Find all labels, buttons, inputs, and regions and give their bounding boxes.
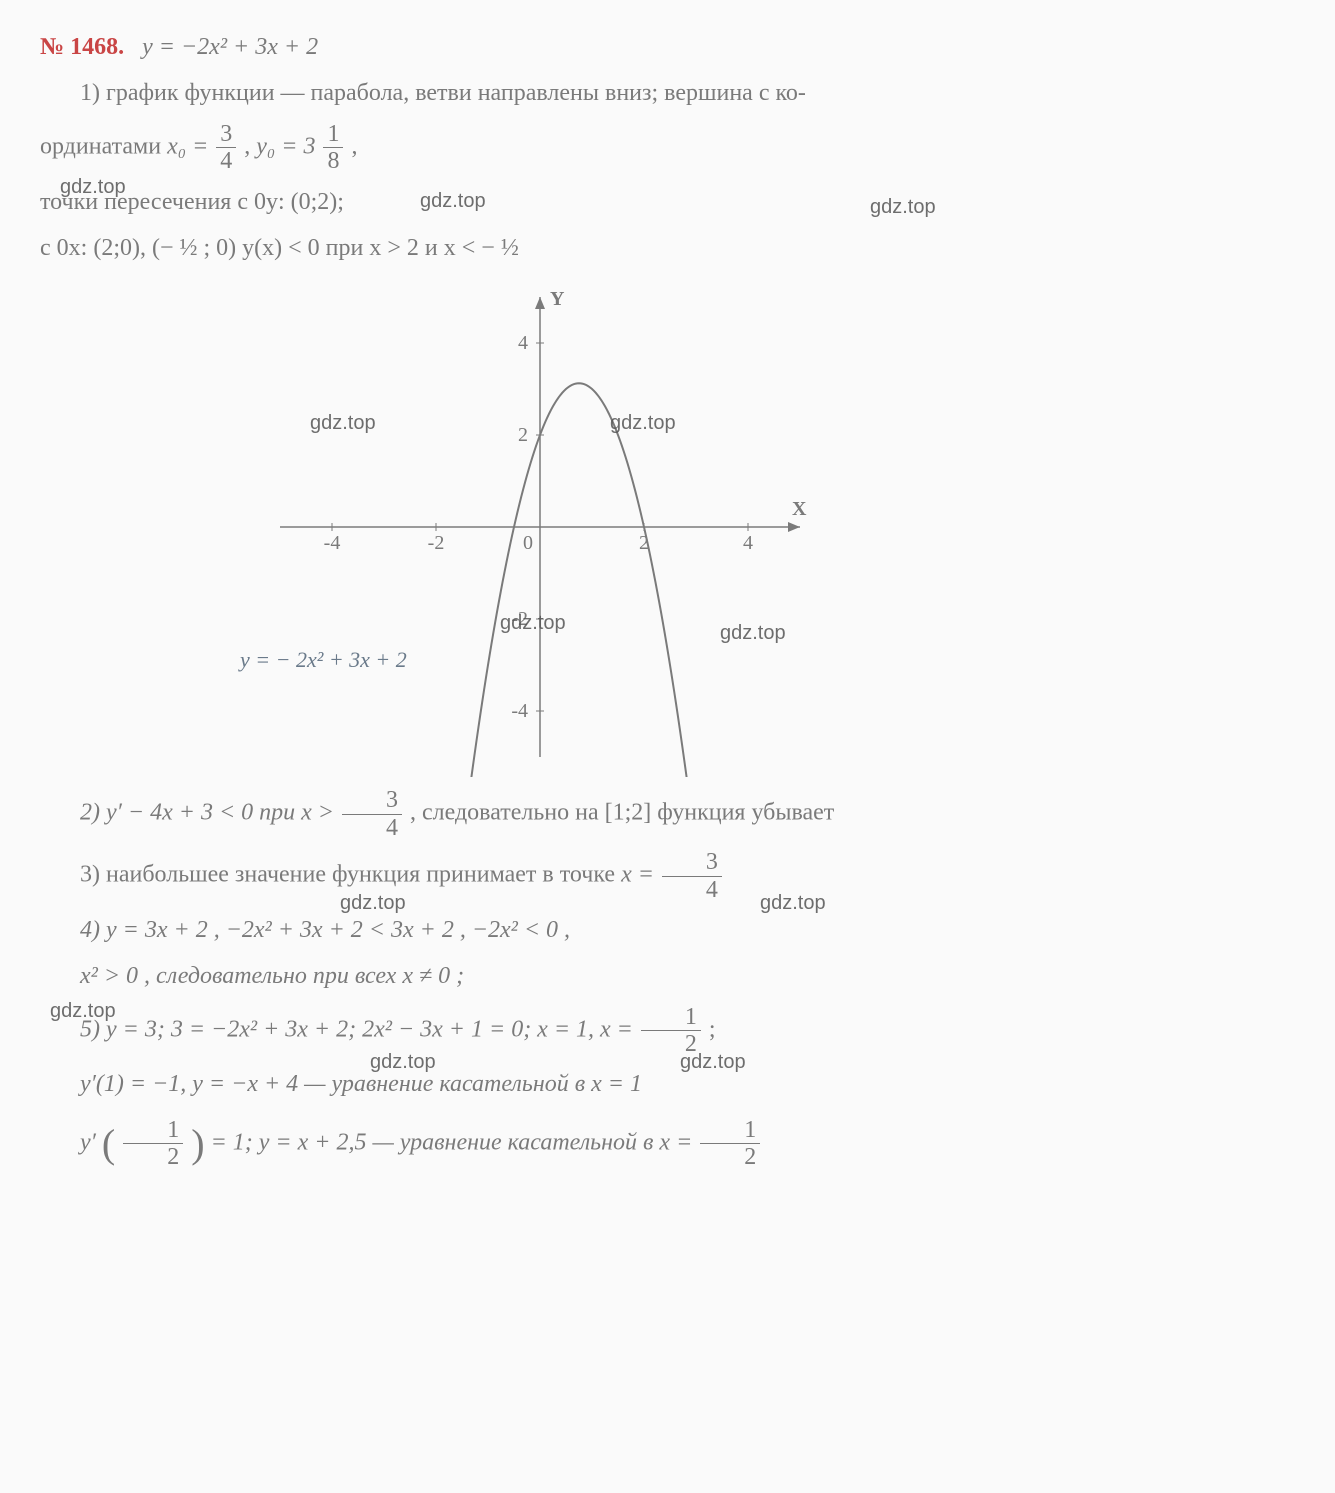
part1-lined: с 0x: (2;0), (− ½ ; 0) y(x) < 0 при x > … xyxy=(40,229,1295,267)
p1-prefix: ординатами xyxy=(40,133,167,159)
p5-c-xvar: x = xyxy=(659,1129,692,1155)
p5-c-mid: = 1; y = x + 2,5 — уравнение касательной… xyxy=(211,1129,660,1155)
p5-c-a: y′ xyxy=(80,1129,96,1155)
problem-header: № 1468. y = −2x² + 3x + 2 xyxy=(40,28,1295,66)
p1-d: с 0x: (2;0), (− ½ ; 0) y(x) < 0 при x > … xyxy=(40,235,519,261)
p1-x0var: x₀ = xyxy=(167,133,208,159)
part1-text-a: 1) график функции — парабола, ветви напр… xyxy=(80,80,806,106)
p1-c: точки пересечения с 0y: (0;2); xyxy=(40,189,344,215)
part3-line: 3) наибольшее значение функция принимает… xyxy=(40,849,1295,903)
watermark-5: gdz.top xyxy=(610,407,676,439)
svg-text:-4: -4 xyxy=(511,700,528,722)
p1-sep: , xyxy=(244,133,256,159)
p5-c-frac2: 12 xyxy=(700,1117,760,1171)
p2-suffix: , следовательно на [1;2] функция убывает xyxy=(410,800,834,826)
p2-xvar: x > xyxy=(301,800,334,826)
watermark-6: gdz.top xyxy=(500,607,566,639)
p3-xvar: x = xyxy=(621,862,654,888)
svg-text:Y: Y xyxy=(550,288,565,310)
p2-prefix: 2) y′ − 4x + 3 < 0 при xyxy=(80,800,301,826)
p1-tail: , xyxy=(351,133,357,159)
part4-lineb: x² > 0 , следовательно при всех x ≠ 0 ; … xyxy=(40,957,1295,995)
p5-a-semi: ; xyxy=(709,1016,716,1042)
svg-text:2: 2 xyxy=(518,424,528,446)
chart-svg: -4-2240-4-224XY xyxy=(260,277,820,777)
svg-text:0: 0 xyxy=(523,532,533,554)
svg-text:4: 4 xyxy=(743,532,753,554)
p4-b: x² > 0 , следовательно при всех x ≠ 0 ; xyxy=(80,963,464,989)
handwritten-eq: y = − 2x² + 3x + 2 xyxy=(240,642,407,677)
part5-linec: y′ ( 12 ) = 1; y = x + 2,5 — уравнение к… xyxy=(40,1112,1295,1176)
svg-text:-2: -2 xyxy=(428,532,445,554)
watermark-7: gdz.top xyxy=(720,617,786,649)
part1-linea: 1) график функции — парабола, ветви напр… xyxy=(40,74,1295,112)
p5-c-frac1: 12 xyxy=(123,1117,183,1171)
p3-prefix: 3) наибольшее значение функция принимает… xyxy=(80,862,621,888)
p1-x0-frac: 34 xyxy=(216,121,236,175)
p2-frac: 34 xyxy=(342,787,402,841)
p1-y0var: y₀ = 3 xyxy=(256,133,315,159)
watermark-2: gdz.top xyxy=(420,185,486,217)
part5-lineb: y′(1) = −1, y = −x + 4 — уравнение касат… xyxy=(40,1065,1295,1103)
svg-text:-4: -4 xyxy=(324,532,341,554)
part2-line: 2) y′ − 4x + 3 < 0 при x > 34 , следоват… xyxy=(40,787,1295,841)
part1-linec: точки пересечения с 0y: (0;2); gdz.top g… xyxy=(40,183,1295,221)
p1-y0-frac: 18 xyxy=(323,121,343,175)
parabola-chart: -4-2240-4-224XY gdz.top gdz.top gdz.top … xyxy=(260,277,820,777)
part4-linea: 4) y = 3x + 2 , −2x² + 3x + 2 < 3x + 2 ,… xyxy=(40,911,1295,949)
watermark-4: gdz.top xyxy=(310,407,376,439)
p5-a-prefix: 5) y = 3; 3 = −2x² + 3x + 2; 2x² − 3x + … xyxy=(80,1016,633,1042)
equation-lhs: y xyxy=(142,34,153,60)
watermark-3: gdz.top xyxy=(870,191,936,223)
problem-number: № 1468. xyxy=(40,34,124,60)
p3-frac: 34 xyxy=(662,849,722,903)
svg-text:X: X xyxy=(792,498,807,520)
part1-lineb: ординатами x₀ = 34 , y₀ = 3 18 , gdz.top xyxy=(40,121,1295,175)
part5-linea: 5) y = 3; 3 = −2x² + 3x + 2; 2x² − 3x + … xyxy=(40,1004,1295,1058)
equation-rhs: = −2x² + 3x + 2 xyxy=(159,34,318,60)
svg-text:4: 4 xyxy=(518,332,528,354)
